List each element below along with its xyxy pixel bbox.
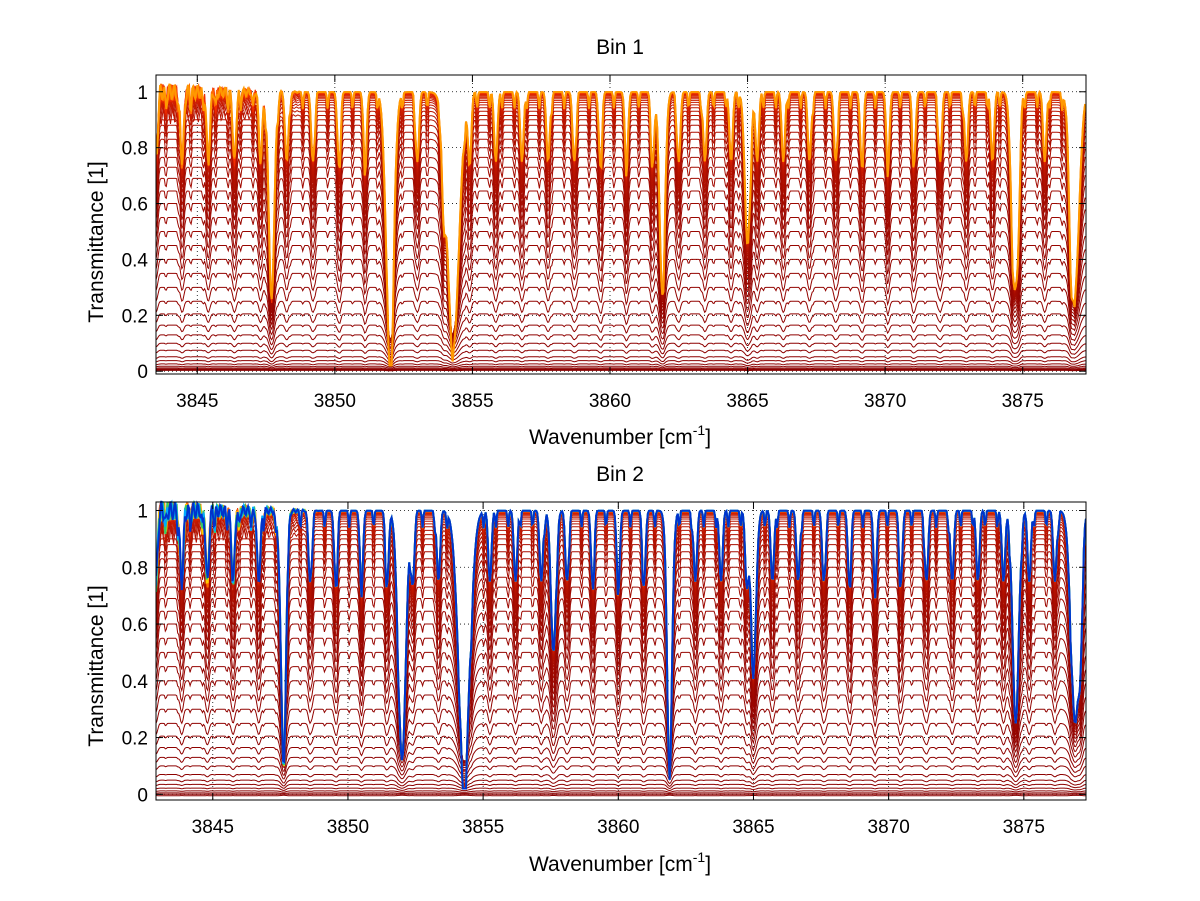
x-axis-label-tail: ] <box>705 853 711 876</box>
spectrum-series-line <box>156 334 1086 355</box>
x-tick-label: 3845 <box>176 391 218 412</box>
x-tick-label: 3845 <box>192 817 234 838</box>
x-tick-label: 3850 <box>314 391 356 412</box>
spectrum-series-line <box>156 694 1086 764</box>
spectrum-series-line <box>156 300 1086 346</box>
x-tick-label: 3875 <box>1003 817 1045 838</box>
y-tick-label: 0 <box>137 362 148 383</box>
spectrum-series-line <box>156 708 1086 766</box>
x-tick-label: 3865 <box>732 817 774 838</box>
spectrum-series-line <box>156 792 1086 794</box>
subplot-bin-2: Bin 2 3845 3850 3855 3860 3865 3870 3875 0 0.2 0.… <box>85 463 1087 876</box>
spectrum-series-line <box>156 189 1086 342</box>
y-tick-label: 0.4 <box>122 672 149 693</box>
spectrum-series-line <box>156 735 1086 771</box>
y-tick-label: 1 <box>137 83 148 104</box>
spectrum-series-line <box>156 286 1086 343</box>
spectrum-series-line <box>156 83 1086 367</box>
x-axis-label-superscript: -1 <box>693 849 706 865</box>
spectrum-series-line <box>156 765 1086 781</box>
spectrum-series-line <box>156 356 1086 364</box>
spectrum-series-line <box>156 597 1086 766</box>
spectrum-series-line <box>156 790 1086 793</box>
x-tick-label: 3860 <box>589 391 631 412</box>
spectrum-series-line <box>156 679 1086 762</box>
ticks: 3845 3850 3855 3860 3865 3870 3875 0 0.2 0.4 0.6 0.… <box>122 75 1086 412</box>
x-tick-label: 3855 <box>451 391 493 412</box>
spectrum-series-line <box>156 651 1086 762</box>
spectrum-series-line <box>156 177 1086 344</box>
spectrum-series-line <box>156 369 1086 371</box>
subplot-bin-1: Bin 1 3845 3850 3855 3860 3865 3870 3875 0 0.2 0.… <box>85 36 1087 449</box>
spectrum-series-line <box>156 367 1086 370</box>
spectrum-series-line <box>156 500 1086 790</box>
spectrum-series-line <box>156 360 1086 366</box>
y-tick-label: 0.6 <box>122 615 148 636</box>
spectrum-series-line <box>156 637 1086 762</box>
x-tick-label: 3860 <box>597 817 639 838</box>
spectrum-series-line <box>156 746 1086 775</box>
spectrum-series-line <box>156 363 1086 368</box>
x-tick-label: 3855 <box>462 817 504 838</box>
spectrum-series-line <box>156 202 1086 341</box>
subplot-title: Bin 2 <box>596 463 644 486</box>
spectrum-series-line <box>156 756 1086 778</box>
x-axis-label-base: Wavenumber [cm <box>529 426 693 449</box>
series-group <box>156 499 1086 797</box>
y-axis-label: Transmittance [1] <box>85 585 108 746</box>
spectrum-series-line <box>156 365 1086 369</box>
spectrum-series-line <box>156 216 1086 340</box>
series-group <box>156 82 1086 372</box>
spectrum-series-line <box>156 783 1086 790</box>
axes-frame <box>155 501 1087 801</box>
spectrum-series-line <box>156 665 1086 762</box>
x-tick-label: 3875 <box>1002 391 1044 412</box>
spectrum-series-line <box>156 787 1086 792</box>
spectrum-series-line <box>156 272 1086 341</box>
y-tick-label: 0.2 <box>122 306 148 327</box>
x-tick-label: 3850 <box>327 817 369 838</box>
spectrum-series-line <box>156 244 1086 339</box>
spectrum-series-line <box>156 230 1086 339</box>
x-tick-label: 3870 <box>864 391 906 412</box>
spectrum-series-line <box>156 722 1086 768</box>
spectrum-series-line <box>156 610 1086 765</box>
spectrum-series-line <box>156 586 1086 768</box>
spectrum-series-line <box>156 773 1086 785</box>
x-axis-label-base: Wavenumber [cm <box>529 853 693 876</box>
spectrum-series-line <box>156 349 1086 361</box>
x-axis-label-tail: ] <box>705 426 711 449</box>
spectrum-series-line <box>156 324 1086 352</box>
y-tick-label: 0.8 <box>122 139 148 160</box>
spectrum-series-line <box>156 368 1086 371</box>
x-axis-label-superscript: -1 <box>693 422 706 438</box>
ticks: 3845 3850 3855 3860 3865 3870 3875 0 0.2 0.4 0.6 0.… <box>122 502 1086 838</box>
y-tick-label: 0.6 <box>122 195 148 216</box>
axes-frame <box>155 74 1087 375</box>
subplot-title: Bin 1 <box>596 36 644 59</box>
spectrum-series-line <box>156 258 1086 340</box>
spectrum-series-line <box>156 342 1086 358</box>
spectrum-series-line <box>156 622 1086 763</box>
x-tick-label: 3865 <box>726 391 768 412</box>
x-tick-label: 3870 <box>868 817 910 838</box>
x-axis-label: Wavenumber [cm-1] <box>529 422 711 449</box>
y-tick-label: 0.4 <box>122 250 149 271</box>
y-tick-label: 0.2 <box>122 729 148 750</box>
y-tick-label: 0.8 <box>122 558 148 579</box>
x-axis-label: Wavenumber [cm-1] <box>529 849 711 876</box>
spectrum-series-line <box>156 313 1086 349</box>
spectrum-series-line <box>156 779 1086 787</box>
y-axis-label: Transmittance [1] <box>85 161 108 322</box>
y-tick-label: 0 <box>137 785 148 806</box>
y-tick-label: 1 <box>137 502 148 523</box>
